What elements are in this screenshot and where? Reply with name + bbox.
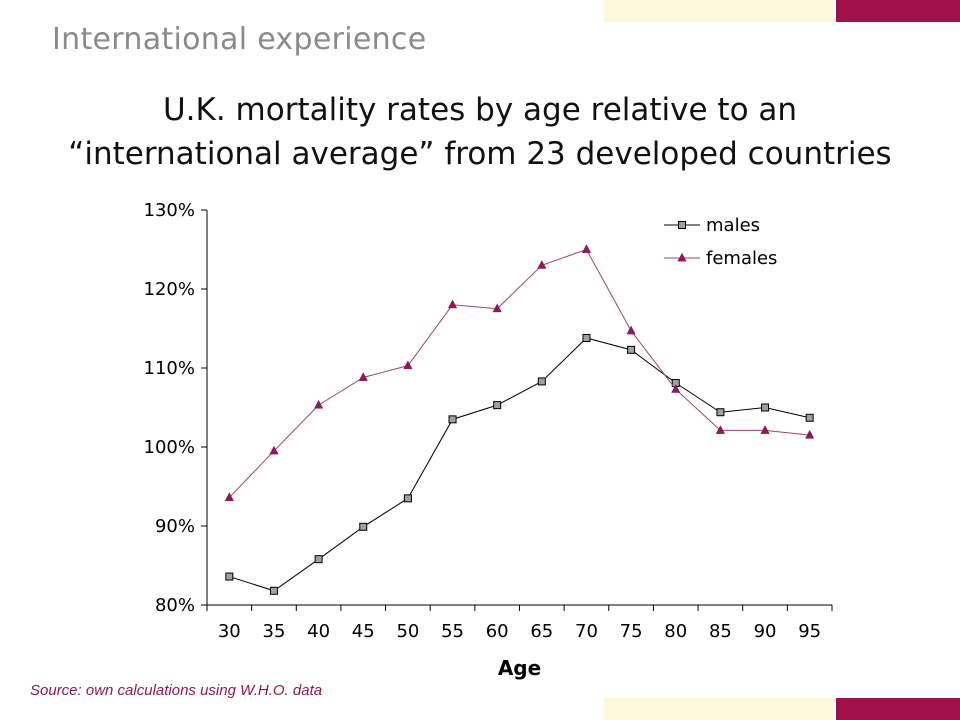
- chart-title-line-2: “international average” from 23 develope…: [68, 136, 892, 172]
- data-point-females: [403, 360, 413, 370]
- data-point-males: [225, 572, 234, 581]
- x-tick-label: 60: [486, 621, 509, 642]
- data-point-females: [581, 244, 592, 253]
- data-point-males: [627, 345, 636, 354]
- legend-item-females: females: [664, 248, 777, 269]
- source-note: Source: own calculations using W.H.O. da…: [30, 682, 323, 699]
- chart-title-line-1: U.K. mortality rates by age relative to …: [162, 92, 798, 128]
- data-point-males: [314, 555, 323, 564]
- decor-bar-cream-bottom: [604, 698, 834, 720]
- chart-axes: 80% 90% 100% 110% 120% 130% 30 35 40 45 50 55 60 65 70…: [144, 200, 833, 680]
- x-tick-label: 65: [530, 621, 553, 642]
- x-tick-label: 40: [307, 621, 330, 642]
- data-point-females: [805, 429, 815, 439]
- decor-bar-cream-top: [604, 0, 834, 22]
- decor-bar-red-top: [836, 0, 960, 22]
- data-point-females: [671, 383, 681, 393]
- x-tick-label: 55: [441, 621, 464, 642]
- x-tick-label: 75: [620, 621, 643, 642]
- chart-title: U.K. mortality rates by age relative to …: [0, 88, 960, 176]
- x-tick-label: 50: [396, 621, 419, 642]
- series-males: [225, 333, 814, 595]
- data-point-males: [493, 401, 502, 410]
- y-tick-label: 130%: [144, 200, 195, 221]
- legend-marker: [677, 252, 687, 262]
- x-tick-label: 80: [664, 621, 687, 642]
- y-tick-label: 100%: [144, 437, 195, 458]
- decor-bar-red-bottom: [836, 698, 960, 720]
- data-point-males: [359, 522, 368, 531]
- data-point-males: [761, 403, 770, 412]
- series-line-females: [228, 248, 810, 498]
- data-point-males: [403, 494, 412, 503]
- slide-heading: International experience: [52, 22, 427, 57]
- x-tick-label: 90: [754, 621, 777, 642]
- data-point-females: [760, 425, 770, 434]
- y-tick-label: 110%: [144, 358, 195, 379]
- data-point-males: [716, 408, 725, 417]
- data-point-males: [805, 413, 814, 422]
- legend-item-males: males: [664, 215, 760, 236]
- data-point-males: [582, 333, 591, 342]
- legend-label: females: [706, 248, 777, 269]
- data-point-females: [537, 259, 547, 269]
- chart-legend: males females: [664, 215, 777, 269]
- x-tick-label: 35: [263, 621, 286, 642]
- data-point-males: [537, 377, 546, 386]
- x-tick-label: 70: [575, 621, 598, 642]
- y-tick-label: 80%: [155, 595, 195, 616]
- data-point-females: [313, 399, 324, 409]
- series-females: [224, 244, 815, 502]
- legend-label: males: [706, 215, 760, 236]
- series-line-males: [229, 337, 810, 592]
- x-tick-label: 85: [709, 621, 732, 642]
- x-tick-label: 95: [798, 621, 821, 642]
- x-axis-label: Age: [498, 656, 541, 680]
- legend-marker: [678, 221, 686, 229]
- data-point-females: [715, 425, 726, 434]
- data-point-females: [269, 445, 279, 455]
- y-tick-label: 120%: [144, 279, 195, 300]
- data-point-females: [224, 492, 234, 502]
- data-point-males: [269, 586, 278, 595]
- chart-series: [224, 244, 815, 595]
- data-point-females: [492, 303, 502, 313]
- x-tick-label: 45: [352, 621, 375, 642]
- y-tick-label: 90%: [155, 516, 195, 537]
- data-point-females: [447, 299, 458, 309]
- data-point-females: [626, 325, 636, 335]
- data-point-females: [358, 372, 368, 381]
- data-point-males: [448, 415, 457, 424]
- x-tick-label: 30: [218, 621, 241, 642]
